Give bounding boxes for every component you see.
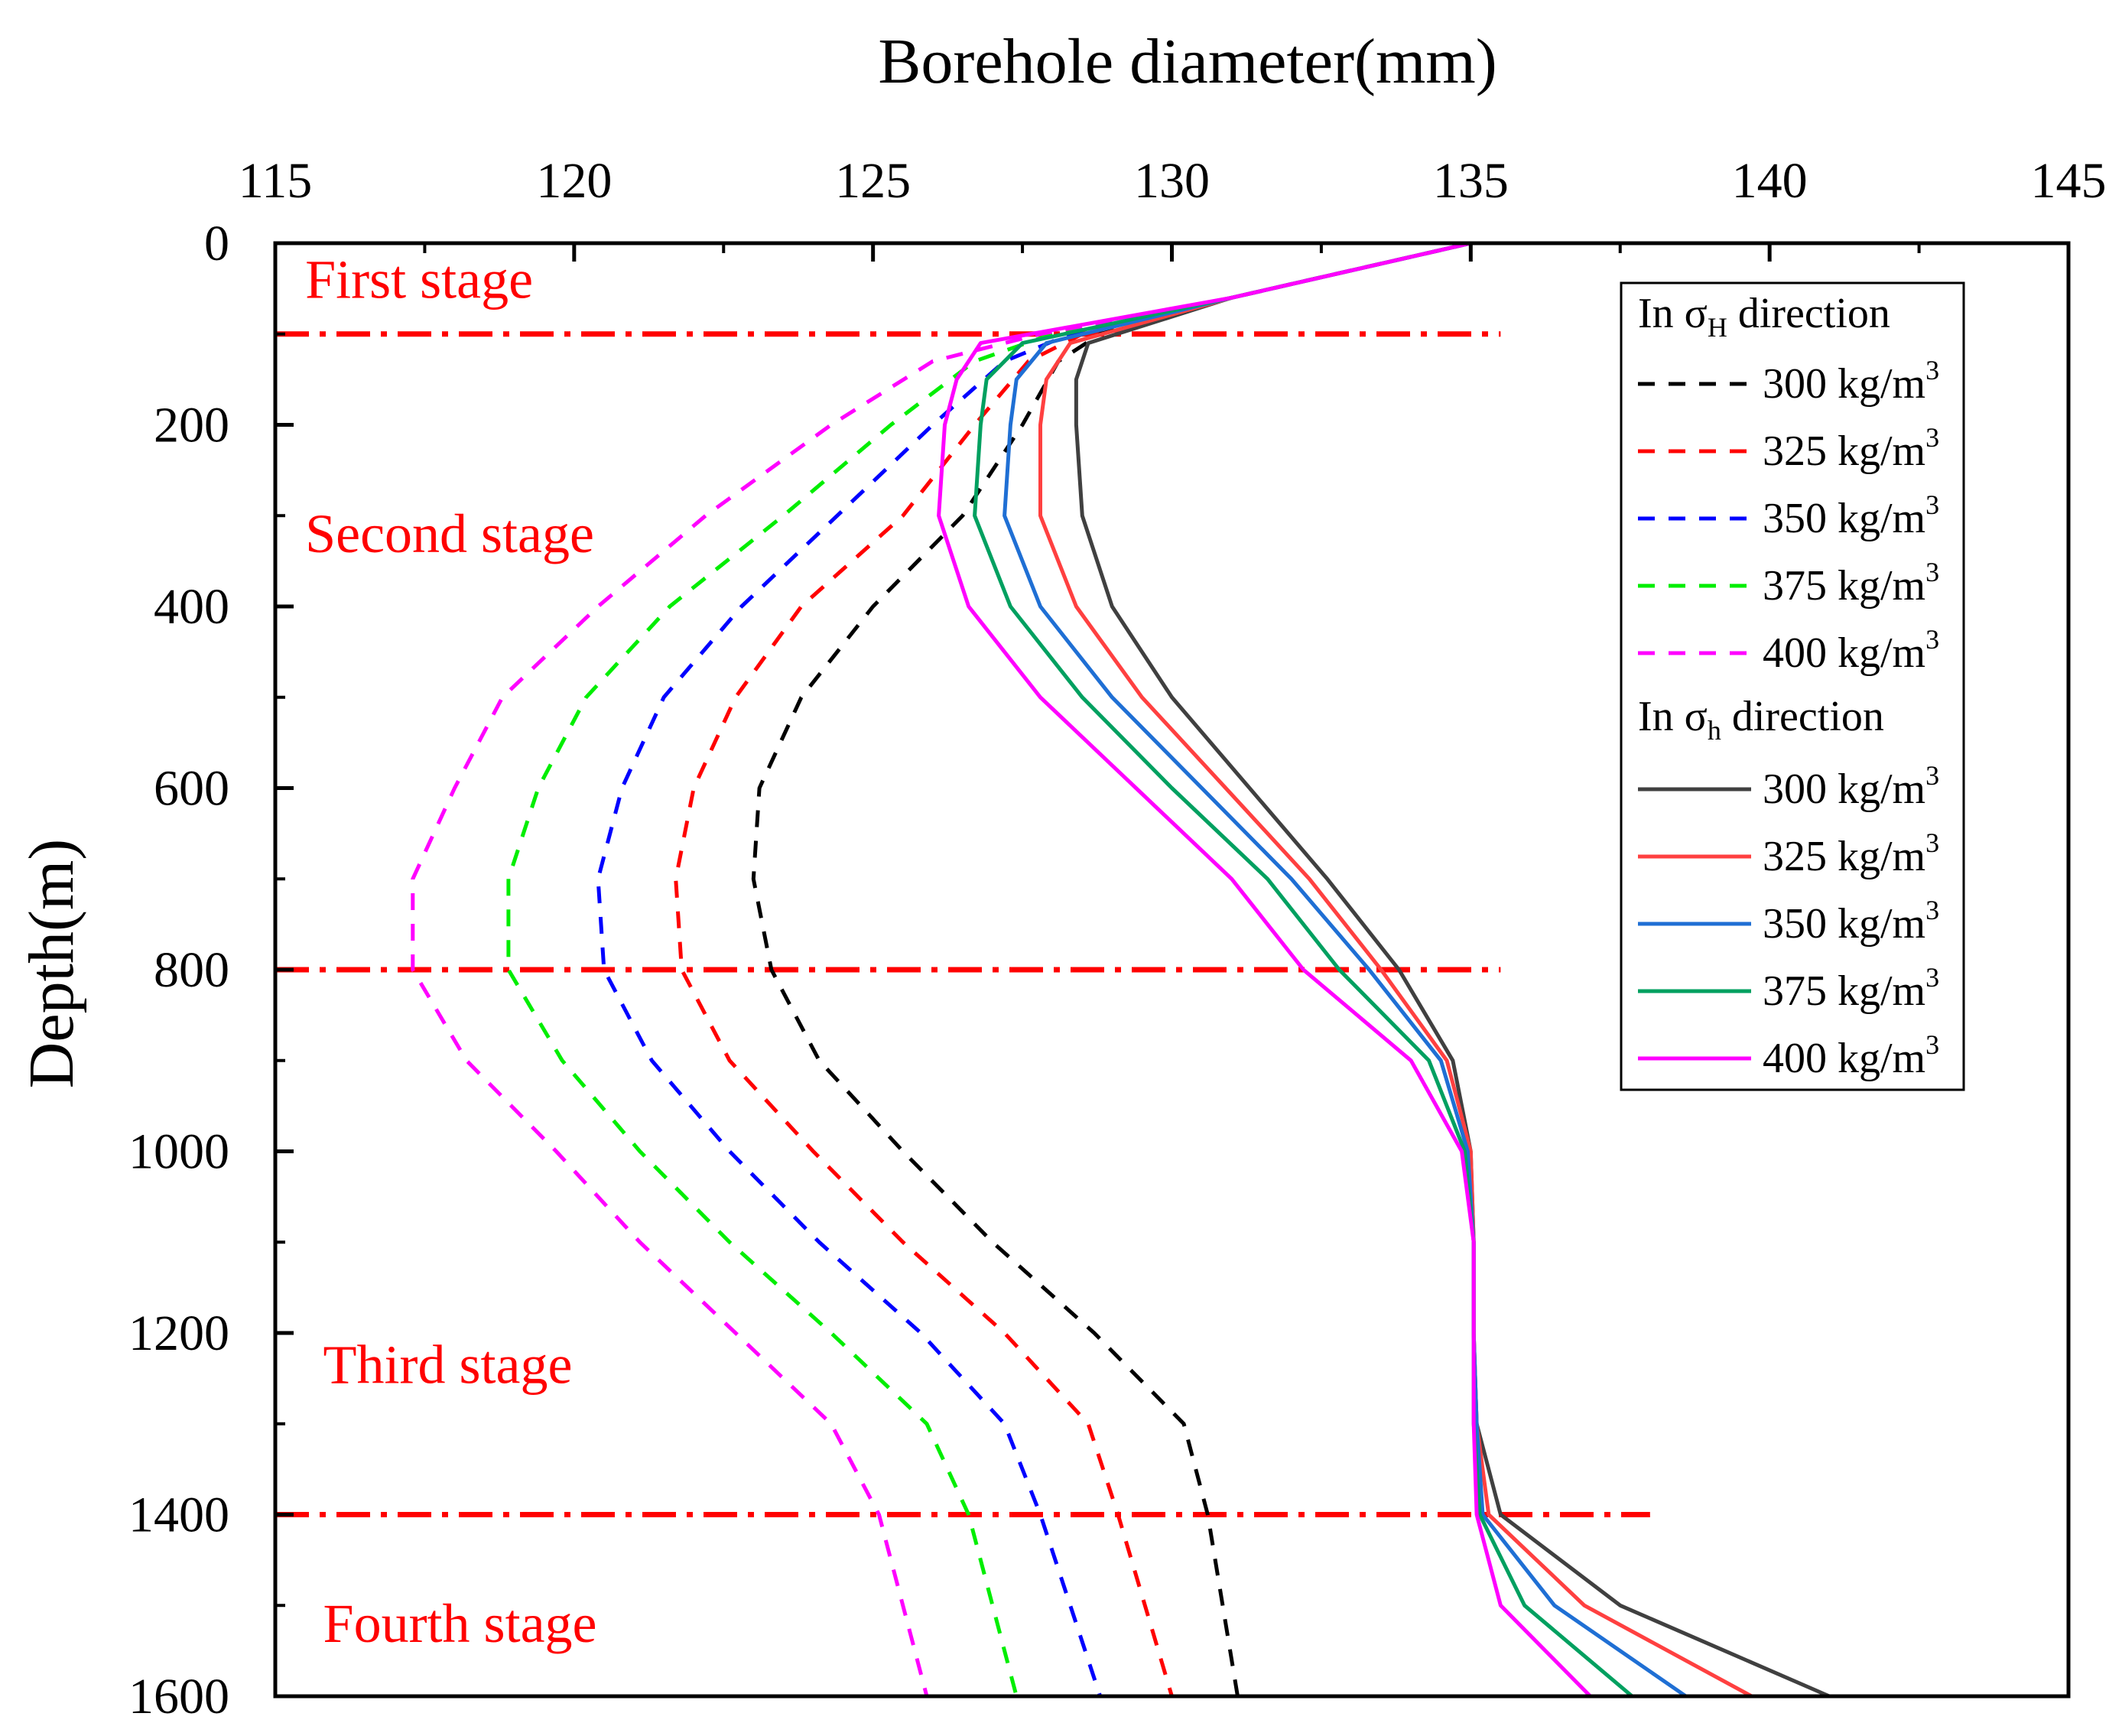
y-tick-label: 600 (154, 761, 229, 817)
legend: In σH direction 300 kg/m3 325 kg/m3 350 kg/… (1620, 281, 1965, 1091)
series-layer (411, 241, 1831, 1699)
legend-label-H-4: 375 kg/m3 (1763, 557, 1939, 610)
legend-label-h-1: 300 kg/m3 (1763, 760, 1939, 813)
y-tick-label: 400 (154, 579, 229, 635)
stage-label-3: Third stage (323, 1334, 573, 1395)
series-line-sigma_h-5 (937, 241, 1592, 1698)
series-line-sigma_h-3 (1003, 241, 1688, 1699)
x-tick-label: 125 (835, 153, 911, 209)
x-tick-label: 145 (2031, 153, 2107, 209)
series-line-sigma_H-2 (674, 241, 1471, 1697)
y-tick-label: 1600 (128, 1669, 229, 1725)
series-line-sigma_H-4 (506, 241, 1471, 1697)
legend-label-h-3: 350 kg/m3 (1763, 895, 1939, 948)
stage-lines-layer (275, 331, 1650, 1517)
legend-label-H-5: 400 kg/m3 (1763, 624, 1939, 677)
x-axis-title: Borehole diameter(mm) (878, 26, 1496, 97)
y-tick-label: 1400 (128, 1487, 229, 1543)
y-axis-title: Depth(m) (16, 839, 87, 1089)
y-tick-label: 200 (154, 398, 229, 454)
x-tick-label: 135 (1433, 153, 1509, 209)
legend-title-sigma-H: In σH direction (1638, 290, 1890, 343)
series-line-sigma_H-3 (596, 241, 1471, 1697)
y-tick-label: 1000 (128, 1124, 229, 1180)
series-line-sigma_H-5 (411, 241, 1471, 1697)
x-tick-label: 130 (1134, 153, 1210, 209)
legend-box (1620, 281, 1965, 1091)
legend-label-h-2: 325 kg/m3 (1763, 827, 1939, 880)
x-tick-label: 115 (239, 153, 313, 209)
stage-label-1: First stage (305, 249, 533, 310)
y-tick-label: 800 (154, 942, 229, 998)
stage-label-2: Second stage (305, 503, 594, 564)
legend-label-H-3: 350 kg/m3 (1763, 489, 1939, 542)
x-tick-label: 120 (536, 153, 612, 209)
legend-label-H-1: 300 kg/m3 (1763, 355, 1939, 408)
legend-label-h-5: 400 kg/m3 (1763, 1029, 1939, 1082)
stage-labels-layer: First stage Second stage Third stage Fourth… (305, 249, 596, 1654)
stage-label-4: Fourth stage (323, 1593, 597, 1654)
legend-label-H-2: 325 kg/m3 (1763, 422, 1939, 475)
axes-layer: 115 120 125 130 135 140 145 0 200 400 600 800 1000 12… (128, 153, 2107, 1725)
legend-label-h-4: 375 kg/m3 (1763, 962, 1939, 1015)
x-tick-label: 140 (1732, 153, 1808, 209)
legend-title-sigma-h: In σh direction (1638, 693, 1884, 746)
y-tick-label: 1200 (128, 1305, 229, 1361)
y-tick-label: 0 (204, 216, 229, 271)
